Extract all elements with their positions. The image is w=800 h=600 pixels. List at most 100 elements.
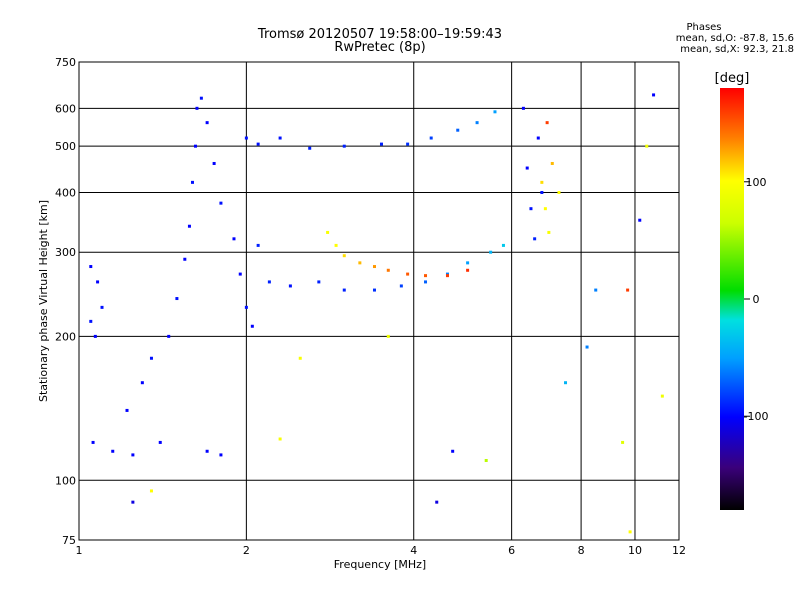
data-point-o (493, 110, 497, 114)
data-point-x (326, 230, 330, 234)
plot-frame (78, 61, 680, 541)
phases-o-stats: mean, sd,O: -87.8, 15.6 (675, 33, 794, 44)
data-point-noise (660, 394, 664, 398)
data-point-noise (484, 458, 488, 462)
data-point-o (195, 106, 199, 110)
data-point-noise (435, 500, 439, 504)
chart-subtitle: RwPretec (8p) (334, 40, 426, 55)
data-point-o (308, 146, 312, 150)
data-point-noise (386, 334, 390, 338)
data-point-noise (652, 93, 656, 97)
grid-lines (79, 62, 679, 540)
colorbar-tick-label: 0 (753, 293, 760, 306)
y-tick-label: 75 (62, 534, 76, 547)
data-point-o (244, 305, 248, 309)
data-point-noise (585, 345, 589, 349)
data-point-o (175, 297, 179, 301)
data-point-o (536, 136, 540, 140)
data-point-x (342, 254, 346, 258)
data-point-o (158, 440, 162, 444)
data-point-o (100, 305, 104, 309)
data-point-o (521, 106, 525, 110)
data-point-o (96, 280, 100, 284)
data-point-x (406, 272, 410, 276)
data-point-o (205, 121, 209, 125)
data-point-noise (594, 288, 598, 292)
x-axis-label: Frequency [MHz] (334, 558, 426, 571)
y-tick-label: 100 (55, 474, 76, 487)
y-tick-label: 200 (55, 330, 76, 343)
data-point-o (89, 319, 93, 323)
data-point-o (219, 201, 223, 205)
data-point-o (429, 136, 433, 140)
data-point-o (256, 243, 260, 247)
phases-x-stats: mean, sd,X: 92.3, 21.8 (680, 44, 794, 55)
data-point-x (547, 230, 551, 234)
data-point-noise (149, 489, 153, 493)
data-point-noise (451, 449, 455, 453)
data-point-o (187, 224, 191, 228)
x-tick-label: 12 (672, 544, 686, 557)
data-point-x (386, 268, 390, 272)
data-point-x (543, 207, 547, 211)
data-point-o (317, 280, 321, 284)
data-point-o (167, 334, 171, 338)
y-tick-label: 750 (55, 56, 76, 69)
data-point-o (149, 356, 153, 360)
data-point-o (219, 453, 223, 457)
colorbar-tick-label: 100 (746, 176, 767, 189)
data-point-o (140, 381, 144, 385)
y-tick-label: 400 (55, 186, 76, 199)
data-point-o (256, 142, 260, 146)
data-point-noise (131, 500, 135, 504)
y-tick-label: 300 (55, 246, 76, 259)
data-point-noise (638, 218, 642, 222)
data-point-x (466, 268, 470, 272)
data-point-noise (628, 530, 632, 534)
x-tick-label: 1 (76, 544, 83, 557)
data-point-x (358, 261, 362, 265)
x-tick-label: 2 (243, 544, 250, 557)
data-point-o (278, 136, 282, 140)
data-point-o (501, 243, 505, 247)
data-point-o (540, 190, 544, 194)
data-point-o (466, 261, 470, 265)
data-point-x (550, 161, 554, 165)
data-point-o (399, 284, 403, 288)
phases-title: Phases (686, 22, 722, 33)
data-point-x (445, 274, 449, 278)
data-point-o (456, 128, 460, 132)
data-point-o (250, 324, 254, 328)
data-point-x (545, 121, 549, 125)
data-point-o (193, 144, 197, 148)
data-point-o (199, 96, 203, 100)
chart-title: Tromsø 20120507 19:58:00–19:59:43 (257, 27, 503, 42)
data-point-x (372, 265, 376, 269)
data-point-x (557, 190, 561, 194)
data-point-noise (626, 288, 630, 292)
data-point-x (334, 243, 338, 247)
data-point-o (238, 272, 242, 276)
data-points (89, 93, 664, 534)
data-point-x (424, 274, 428, 278)
data-point-noise (645, 144, 649, 148)
colorbar-label: [deg] (715, 71, 750, 86)
data-point-o (288, 284, 292, 288)
data-point-o (342, 144, 346, 148)
data-point-o (406, 142, 410, 146)
data-point-o (267, 280, 271, 284)
data-point-o (183, 257, 187, 261)
data-point-o (424, 280, 428, 284)
y-axis-label: Stationary phase Virtual Height [km] (37, 200, 50, 402)
data-point-o (205, 449, 209, 453)
phases-legend: Phases mean, sd,O: -87.8, 15.6 mean, sd,… (574, 22, 794, 55)
data-point-o (190, 180, 194, 184)
data-point-o (445, 272, 449, 276)
data-point-x (278, 437, 282, 441)
y-axis-ticks: 75 100 200 300 400 500 600 750 (55, 56, 76, 547)
data-point-x (540, 180, 544, 184)
x-axis-ticks: 1 2 4 6 8 10 12 (76, 544, 687, 557)
x-tick-label: 4 (410, 544, 417, 557)
y-tick-label: 500 (55, 140, 76, 153)
